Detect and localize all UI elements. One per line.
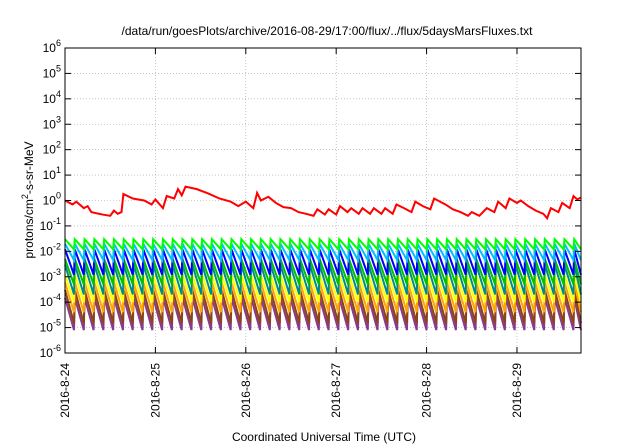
x-tick-label: 2016-8-29 [510, 363, 524, 418]
y-tick-label: 10-4 [40, 292, 61, 309]
y-tick-label: 10-5 [40, 318, 61, 335]
series-line [64, 236, 582, 252]
y-tick-label: 10-1 [40, 216, 61, 233]
x-tick-label: 2016-8-27 [329, 363, 343, 418]
y-tick-label: 102 [43, 140, 61, 157]
y-tick-label: 105 [43, 63, 61, 80]
y-axis: 10-6 10-5 10-4 10-3 10-2 10-1 100 101 102 103 104 1… [40, 38, 581, 360]
x-tick-label: 2016-8-26 [239, 363, 253, 418]
y-tick-label: 100 [43, 191, 61, 208]
x-axis: 2016-8-24 2016-8-25 2016-8-26 2016-8-27 2016… [58, 48, 524, 418]
series-group [64, 185, 582, 331]
y-axis-label: protons/cm2-s-sr-MeV [20, 141, 36, 258]
y-tick-label: 104 [43, 89, 61, 106]
series-line [64, 240, 582, 264]
x-tick-label: 2016-8-28 [420, 363, 434, 418]
y-tick-label: 10-2 [40, 241, 61, 258]
series-line [64, 185, 582, 221]
y-tick-label: 103 [43, 114, 61, 131]
y-tick-label: 10-3 [40, 267, 61, 284]
x-axis-label: Coordinated Universal Time (UTC) [232, 430, 416, 444]
y-tick-label: 10-6 [40, 343, 61, 360]
chart-title: /data/run/goesPlots/archive/2016-08-29/1… [122, 24, 534, 38]
y-tick-label: 101 [43, 165, 61, 182]
x-tick-label: 2016-8-24 [58, 363, 72, 418]
x-tick-label: 2016-8-25 [148, 363, 162, 418]
y-tick-label: 106 [43, 38, 61, 55]
